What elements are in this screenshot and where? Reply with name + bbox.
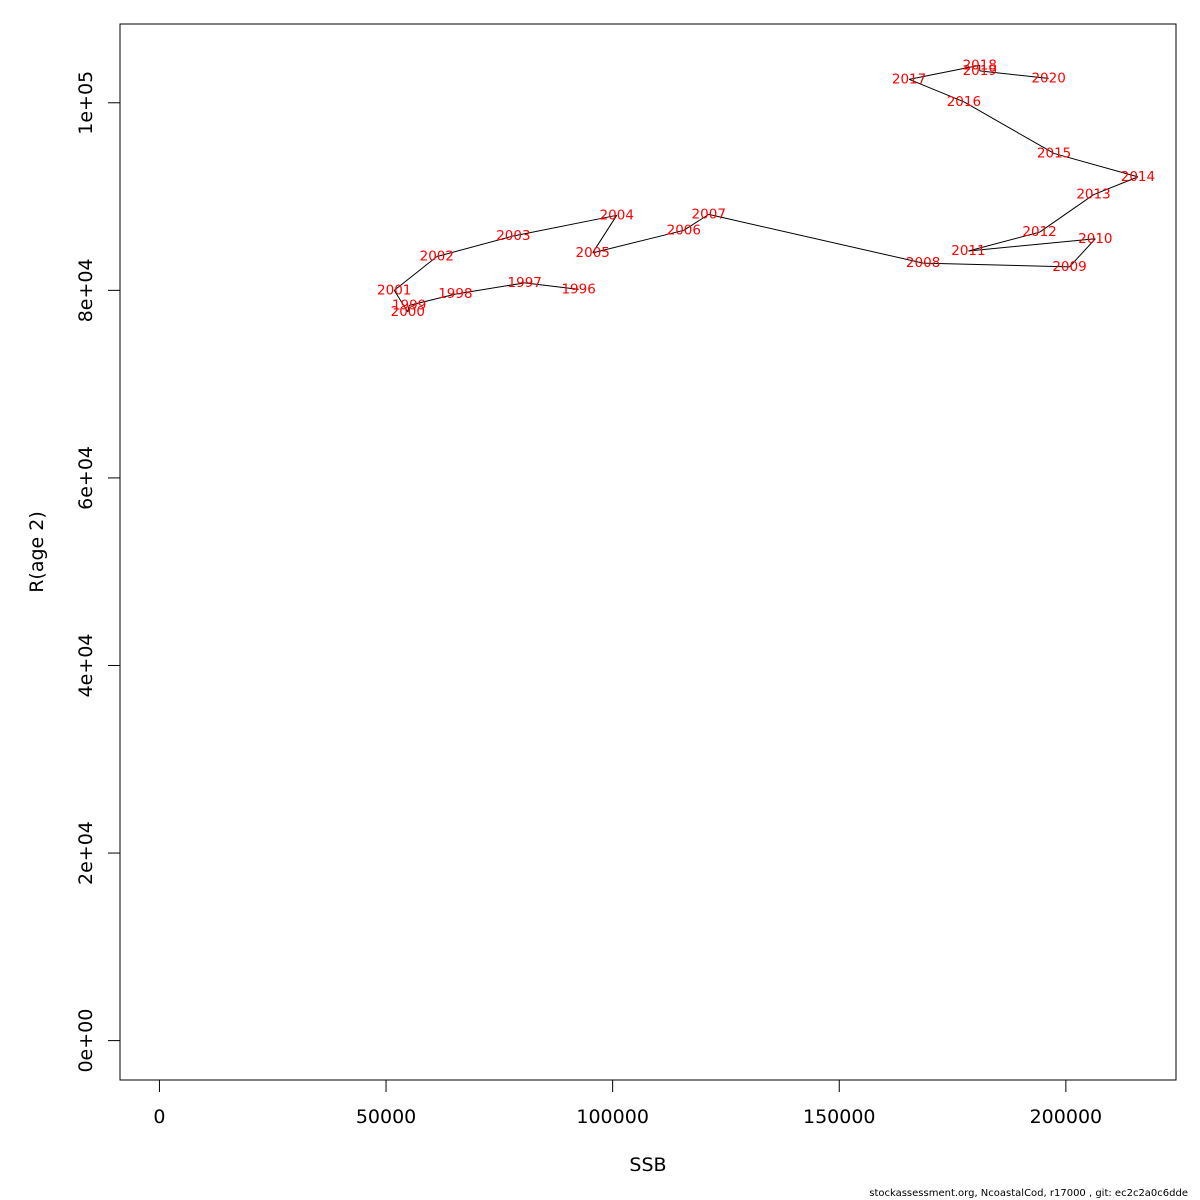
series-segment — [908, 64, 980, 80]
x-tick-label: 100000 — [576, 1106, 649, 1128]
y-axis-title: R(age 2) — [26, 511, 48, 593]
point-label-2016: 2016 — [947, 94, 981, 110]
series-segment — [708, 213, 924, 264]
footer-credit: stockassessment.org, NcoastalCod, r17000… — [869, 1188, 1188, 1199]
point-label-1997: 1997 — [508, 275, 542, 291]
y-tick-label: 1e+05 — [75, 71, 97, 135]
series-segment — [979, 70, 1049, 79]
point-label-2015: 2015 — [1037, 145, 1071, 161]
point-label-2019: 2019 — [963, 63, 997, 79]
series-segment — [908, 78, 965, 103]
x-axis: 0 50000 100000 150000 200000 — [153, 1079, 1103, 1128]
series-segment — [1039, 194, 1094, 233]
point-label-2003: 2003 — [496, 228, 530, 244]
series-segment — [436, 235, 514, 258]
x-tick-label: 200000 — [1030, 1106, 1103, 1128]
x-axis-title: SSB — [629, 1154, 666, 1176]
y-tick-label: 0e+00 — [75, 1009, 97, 1073]
point-label-2008: 2008 — [906, 255, 940, 271]
y-tick-label: 4e+04 — [75, 634, 97, 698]
point-label-1996: 1996 — [561, 281, 595, 297]
plot-frame — [119, 23, 1177, 1081]
point-label-2002: 2002 — [420, 249, 454, 265]
x-tick-label: 50000 — [356, 1106, 416, 1128]
series-segment — [923, 262, 1070, 268]
series-segment — [393, 290, 409, 313]
series-segment — [393, 256, 438, 291]
series-segment — [407, 305, 410, 313]
x-tick-label: 150000 — [803, 1106, 876, 1128]
point-label-2017: 2017 — [892, 71, 926, 87]
y-tick-label: 8e+04 — [75, 258, 97, 322]
series-path — [393, 64, 1139, 313]
point-label-2001: 2001 — [377, 282, 411, 298]
point-label-2013: 2013 — [1076, 187, 1110, 203]
series-segment — [1053, 152, 1139, 178]
y-axis: 0e+00 2e+04 4e+04 6e+04 8e+04 1e+05 — [75, 71, 121, 1073]
series-segment — [683, 213, 710, 231]
series-segment — [409, 293, 456, 306]
point-label-2005: 2005 — [576, 245, 610, 261]
point-label-2020: 2020 — [1031, 70, 1065, 86]
point-label-2012: 2012 — [1022, 224, 1056, 240]
series-segment — [1069, 238, 1096, 268]
point-label-2010: 2010 — [1078, 231, 1112, 247]
point-label-2000: 2000 — [391, 304, 425, 320]
series-segment — [513, 214, 617, 237]
series-segment — [1093, 176, 1139, 196]
series-segment — [963, 101, 1055, 154]
point-label-2018: 2018 — [963, 57, 997, 73]
series-segment — [592, 229, 684, 254]
point-label-2009: 2009 — [1052, 259, 1086, 275]
point-label-2006: 2006 — [667, 222, 701, 238]
y-tick-label: 2e+04 — [75, 821, 97, 885]
series-segment — [968, 238, 1096, 252]
point-label-1999: 1999 — [392, 297, 426, 313]
point-label-2011: 2011 — [951, 243, 985, 259]
series-segment — [592, 215, 618, 254]
point-label-1998: 1998 — [438, 286, 472, 302]
series-segment — [455, 282, 525, 295]
series-segment — [968, 231, 1040, 252]
y-tick-label: 6e+04 — [75, 446, 97, 510]
point-label-2007: 2007 — [692, 206, 726, 222]
point-label-2014: 2014 — [1121, 169, 1155, 185]
point-label-2004: 2004 — [600, 207, 634, 223]
x-tick-label: 0 — [153, 1106, 165, 1128]
series-segment — [524, 282, 579, 290]
